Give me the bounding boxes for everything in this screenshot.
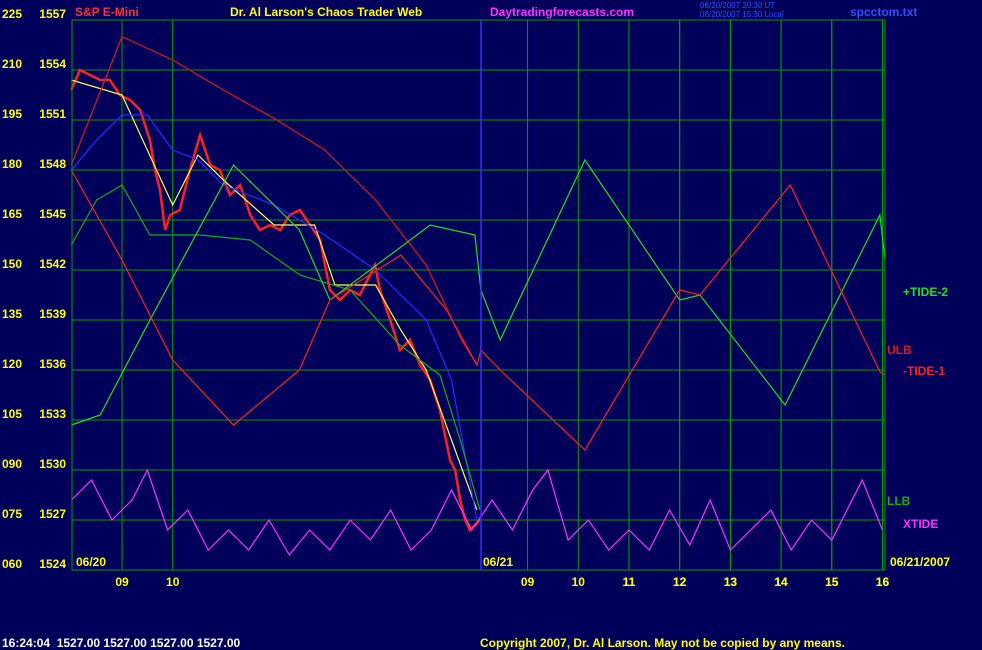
y-tick-label: 1551: [39, 107, 66, 121]
file-name: spcctom.txt: [850, 5, 917, 19]
series-label: XTIDE: [903, 517, 938, 531]
y-tick-label: 1557: [39, 7, 66, 21]
timestamp: 06/20/2007 20:30 UT: [700, 1, 775, 10]
plot-frame: [71, 19, 886, 571]
y-tick-label: 1548: [39, 157, 66, 171]
y2-tick-label: 195: [2, 107, 22, 121]
series-line: [70, 114, 478, 521]
series-label: LLB: [887, 494, 911, 508]
x-tick-label: 12: [673, 575, 687, 589]
x-tick-label: 16: [876, 575, 890, 589]
series-line: [70, 184, 481, 511]
y-tick-label: 1530: [39, 457, 66, 471]
y-tick-label: 1527: [39, 507, 66, 521]
x-tick-label: 10: [166, 575, 180, 589]
series-line: [70, 68, 481, 533]
x-tick-label: 11: [623, 575, 636, 589]
site: Daytradingforecasts.com: [490, 5, 634, 19]
copyright: Copyright 2007, Dr. Al Larson. May not b…: [480, 636, 845, 650]
x-tick-label: 16: [876, 575, 890, 589]
y2-tick-label: 120: [2, 357, 22, 371]
series-line: [71, 158, 886, 426]
x-tick-label: 10: [572, 575, 586, 589]
x-tick-label: 13: [724, 575, 738, 589]
y2-tick-label: 135: [2, 307, 22, 321]
y2-tick-label: 210: [2, 57, 22, 71]
timestamp: 06/20/2007 15:30 Local: [700, 10, 784, 19]
x-tick-label: 09: [521, 575, 535, 589]
y2-tick-label: 150: [2, 257, 22, 271]
y-tick-label: 1533: [39, 407, 66, 421]
x-tick-label: 09: [115, 575, 129, 589]
date-label: 06/20: [76, 555, 106, 569]
series-line: [70, 169, 886, 451]
series-line: [70, 35, 478, 366]
y-tick-label: 1524: [39, 557, 66, 571]
y-tick-label: 1554: [39, 57, 66, 71]
status: 16:24:04 1527.00 1527.00 1527.00 1527.00: [2, 636, 241, 650]
chart-title: Dr. Al Larson's Chaos Trader Web: [230, 5, 422, 19]
y-tick-label: 1536: [39, 357, 66, 371]
x-tick-label: 14: [774, 575, 788, 589]
y-tick-label: 1542: [39, 257, 66, 271]
plot-area: [70, 19, 886, 571]
date-label: 06/21/2007: [890, 555, 950, 569]
series-label: +TIDE-2: [903, 285, 948, 299]
series-label: -TIDE-1: [903, 364, 945, 378]
date-label: 06/21: [483, 555, 513, 569]
x-tick-label: 15: [825, 575, 839, 589]
x-tick-label: 14: [774, 575, 788, 589]
y-tick-label: 1545: [39, 207, 66, 221]
x-tick-label: 13: [724, 575, 738, 589]
series-line: [70, 468, 884, 557]
series-label: ULB: [887, 343, 912, 357]
y2-tick-label: 060: [2, 557, 22, 571]
x-tick-label: 12: [673, 575, 687, 589]
x-tick-label: 15: [825, 575, 839, 589]
x-tick-label: 11: [623, 575, 636, 589]
instrument: S&P E-Mini: [75, 5, 139, 19]
y2-tick-label: 165: [2, 207, 22, 221]
y2-tick-label: 180: [2, 157, 22, 171]
y2-tick-label: 225: [2, 7, 22, 21]
y2-tick-label: 105: [2, 407, 22, 421]
y2-tick-label: 090: [2, 457, 22, 471]
y2-tick-label: 075: [2, 507, 22, 521]
y-tick-label: 1539: [39, 307, 66, 321]
